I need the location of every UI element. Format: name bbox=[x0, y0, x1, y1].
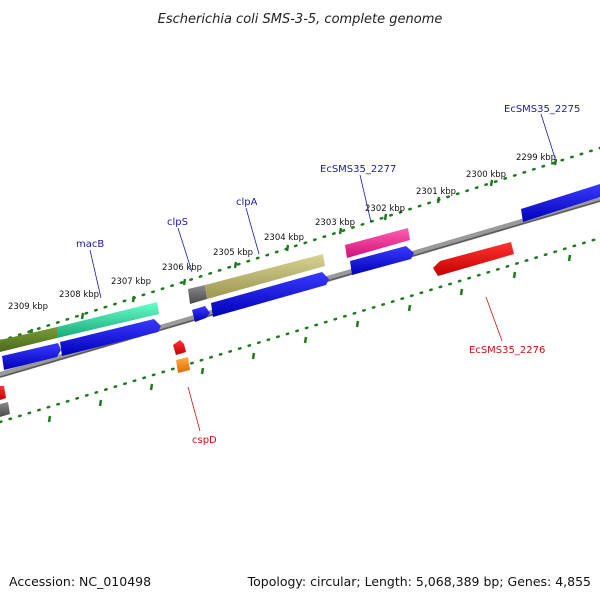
gene-feature-cspd[interactable] bbox=[173, 340, 186, 355]
tick-label: 2304 kbp bbox=[264, 233, 304, 243]
cds-arrow-ecsms35-2275[interactable] bbox=[521, 184, 600, 222]
gene-label-ecsms35-2276[interactable]: EcSMS35_2276 bbox=[469, 345, 545, 356]
reverse-ruler-ticks bbox=[47, 254, 572, 423]
gene-feature-macb[interactable] bbox=[57, 302, 159, 338]
gene-label-ecsms35-2275[interactable]: EcSMS35_2275 bbox=[504, 104, 580, 115]
tick-label: 2307 kbp bbox=[111, 277, 151, 287]
gene-feature-cspd-product[interactable] bbox=[176, 357, 190, 373]
tick-label: 2309 kbp bbox=[8, 302, 48, 312]
tick-label: 2301 kbp bbox=[416, 187, 456, 197]
gene-feature-clpa[interactable] bbox=[205, 254, 325, 299]
cds-arrow-ecsms35-2277[interactable] bbox=[350, 246, 414, 275]
tick-label: 2303 kbp bbox=[315, 218, 355, 228]
map-title: Escherichia coli SMS-3-5, complete genom… bbox=[158, 12, 443, 27]
cds-arrow[interactable] bbox=[2, 343, 61, 370]
tick-label: 2305 kbp bbox=[213, 248, 253, 258]
tick-label: 2302 kbp bbox=[365, 204, 405, 214]
tick-label: 2308 kbp bbox=[59, 290, 99, 300]
tick-label: 2299 kbp bbox=[516, 153, 556, 163]
forward-ruler-ticks bbox=[29, 158, 558, 336]
gene-label-cspd[interactable]: cspD bbox=[192, 435, 217, 446]
gene-feature-ecsms35-2277[interactable] bbox=[345, 228, 410, 258]
accession-text: Accession: NC_010498 bbox=[9, 574, 151, 589]
ruler-tick-labels: 2299 kbp 2300 kbp 2301 kbp 2302 kbp 2303… bbox=[8, 153, 556, 312]
label-leaders bbox=[89, 113, 556, 432]
gene-feature[interactable] bbox=[0, 327, 57, 352]
gene-label-ecsms35-2277[interactable]: EcSMS35_2277 bbox=[320, 164, 396, 175]
gene-feature[interactable] bbox=[0, 402, 10, 417]
gene-label-clpa[interactable]: clpA bbox=[236, 197, 258, 208]
gene-feature-ecsms35-2276[interactable] bbox=[433, 242, 514, 276]
tick-label: 2306 kbp bbox=[162, 263, 202, 273]
cds-arrow-macb[interactable] bbox=[60, 319, 161, 356]
gene-label-macb[interactable]: macB bbox=[76, 239, 104, 250]
cds-arrow-clpa[interactable] bbox=[211, 272, 329, 317]
forward-cds-arrows bbox=[2, 184, 600, 370]
reverse-genes bbox=[0, 242, 514, 417]
tick-label: 2300 kbp bbox=[466, 170, 506, 180]
cds-arrow-clps[interactable] bbox=[192, 306, 210, 322]
forward-genes bbox=[0, 228, 410, 352]
gene-label-clps[interactable]: clpS bbox=[167, 217, 188, 228]
gene-feature[interactable] bbox=[0, 386, 6, 400]
gene-feature-clps[interactable] bbox=[188, 285, 207, 304]
gene-labels: EcSMS35_2275 EcSMS35_2277 clpA clpS macB… bbox=[76, 104, 580, 446]
genome-summary-text: Topology: circular; Length: 5,068,389 bp… bbox=[247, 574, 591, 589]
